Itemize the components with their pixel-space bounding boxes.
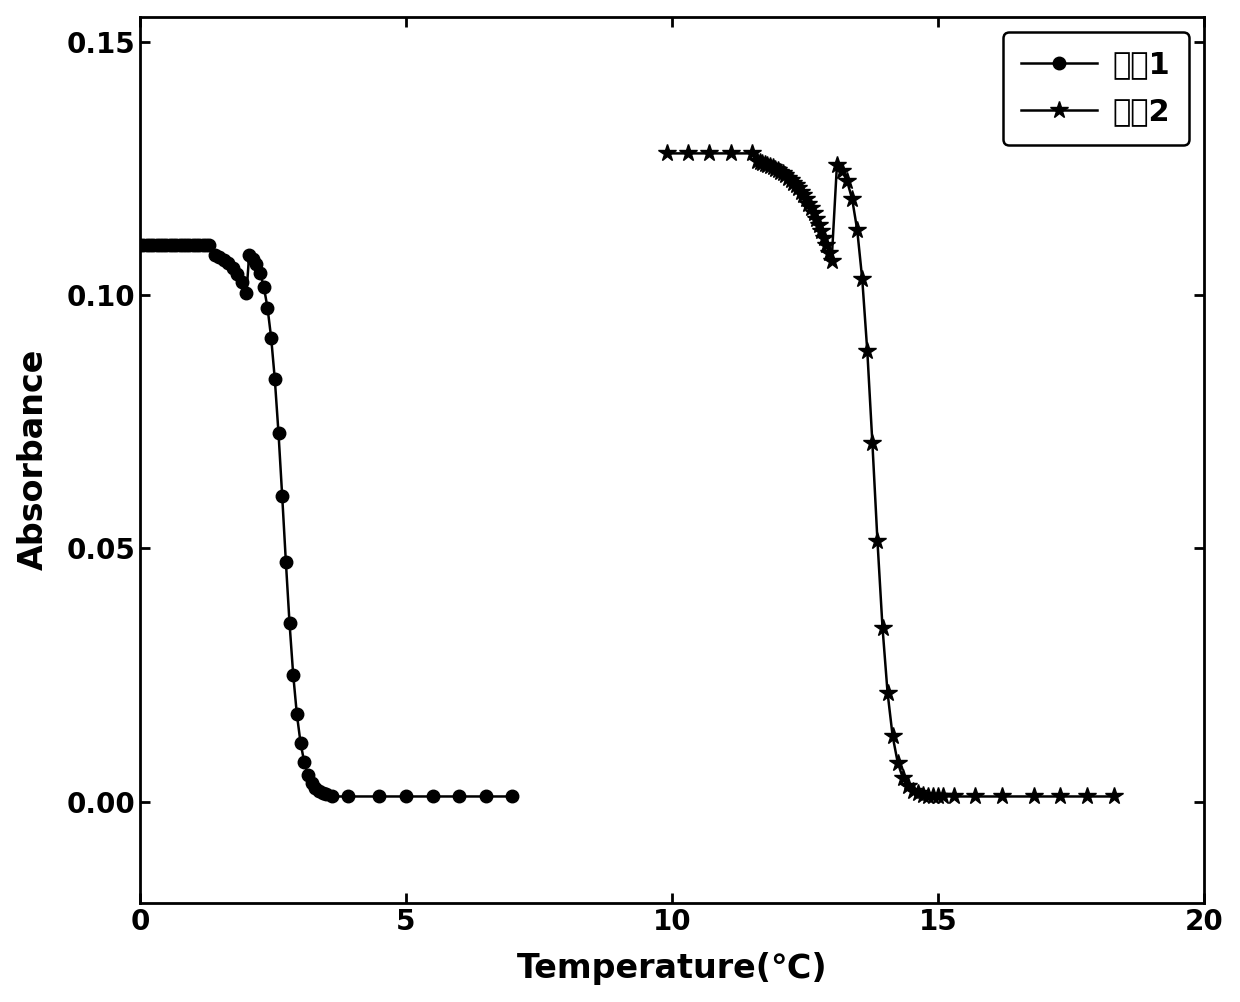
实兦2: [758, 157, 773, 169]
Line: 实兦1: 实兦1: [134, 238, 518, 803]
实兦2: [830, 159, 844, 171]
Line: 实兦2: 实兦2: [657, 144, 1122, 806]
实兦2: [859, 346, 874, 358]
Y-axis label: Absorbance: Absorbance: [16, 349, 50, 570]
实兦2: [1106, 791, 1121, 803]
Legend: 实兦1, 实兦2: 实兦1, 实兦2: [1003, 32, 1189, 145]
实兦1: [198, 238, 213, 250]
实兦1: [182, 238, 197, 250]
实兦2: [804, 202, 818, 214]
实兦1: [195, 238, 210, 250]
实兦2: [816, 231, 831, 243]
X-axis label: Temperature(℃): Temperature(℃): [517, 952, 827, 985]
实兦1: [324, 791, 339, 803]
实兦1: [166, 238, 181, 250]
实兦1: [268, 374, 283, 386]
实兦2: [854, 274, 869, 286]
实兦2: [660, 147, 675, 159]
实兦1: [188, 238, 203, 250]
实兦2: [946, 791, 961, 803]
实兦1: [133, 238, 148, 250]
实兦1: [505, 791, 520, 803]
